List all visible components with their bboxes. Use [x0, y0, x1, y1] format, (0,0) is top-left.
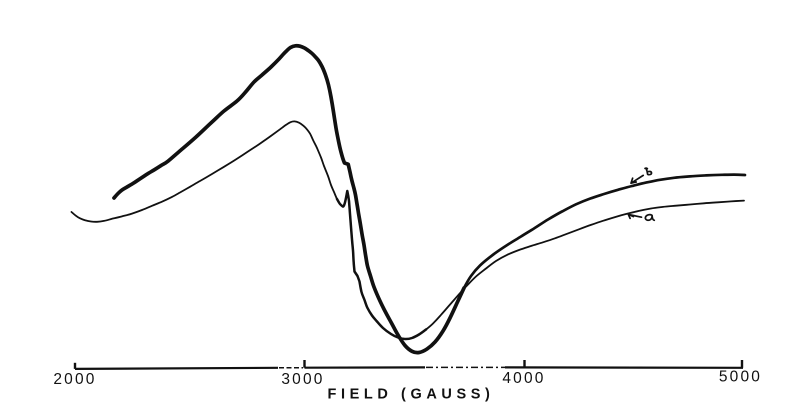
- svg-text:4000: 4000: [502, 370, 545, 387]
- svg-text:FIELD (GAUSS): FIELD (GAUSS): [328, 387, 495, 403]
- svg-text:5000: 5000: [719, 369, 762, 386]
- svg-text:3000: 3000: [281, 371, 324, 388]
- svg-text:2000: 2000: [53, 371, 96, 388]
